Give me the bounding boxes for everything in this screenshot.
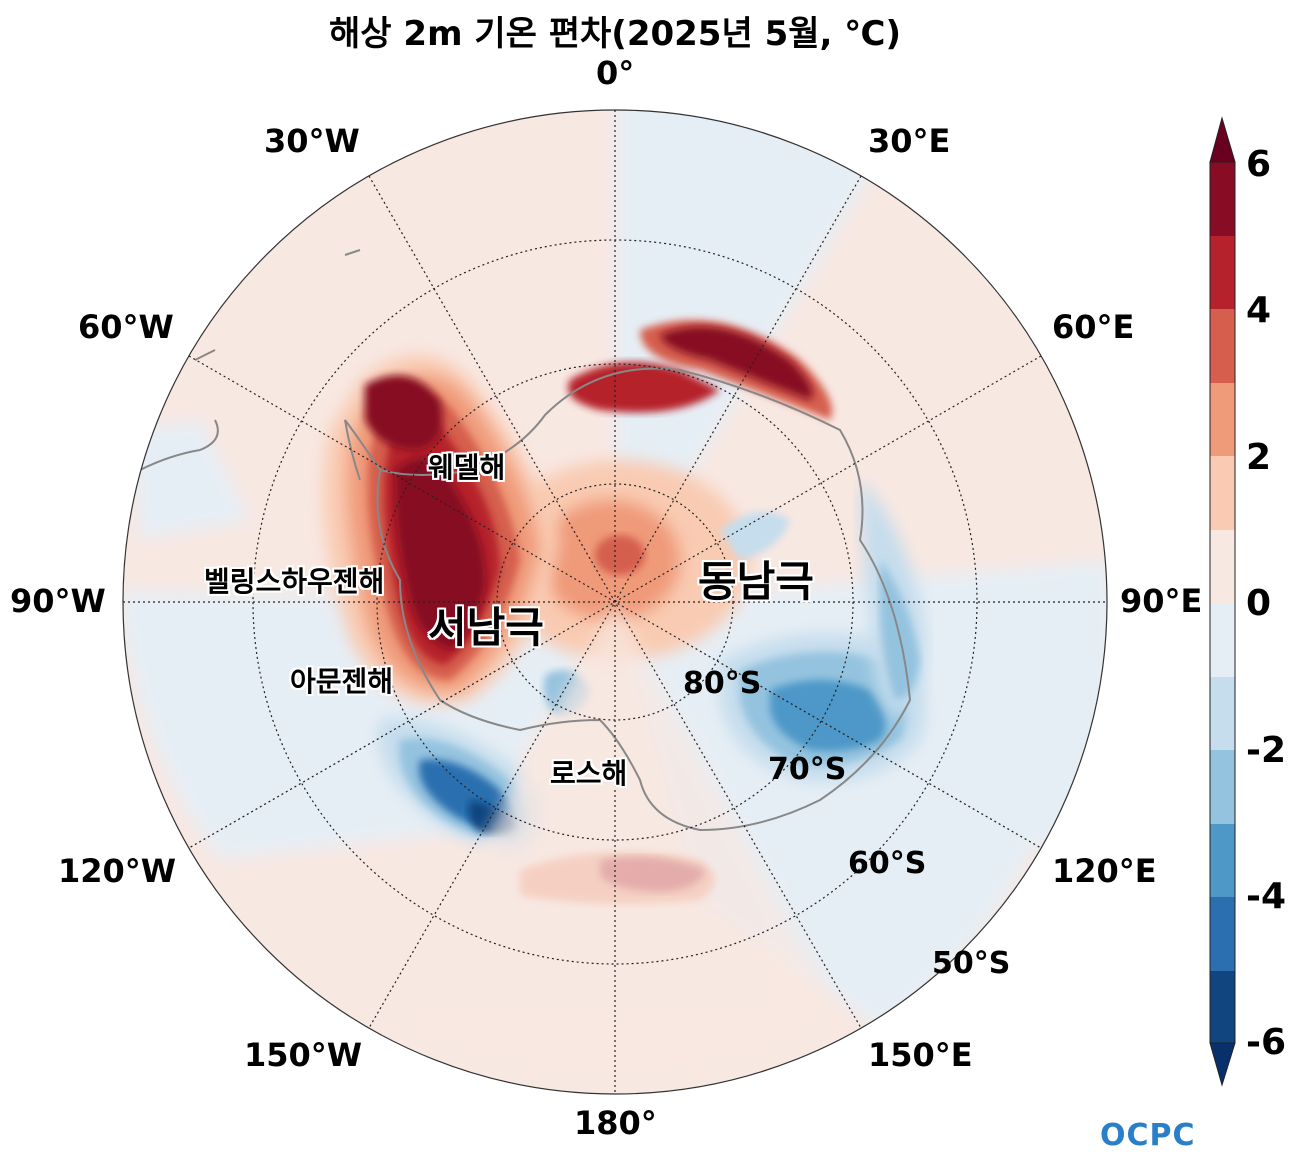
map-frame <box>122 109 1108 1095</box>
colorbar-tick-minus6: -6 <box>1246 1022 1286 1063</box>
lon-label-30w: 30°W <box>264 122 360 160</box>
lon-label-60e: 60°E <box>1052 308 1135 346</box>
lon-label-90w: 90°W <box>10 582 106 620</box>
region-ross-sea: 로스해 <box>550 757 628 790</box>
lat-label-80s: 80°S <box>683 666 762 701</box>
region-amundsen-sea: 아문젠해 <box>290 665 394 698</box>
lon-label-150e: 150°E <box>868 1036 973 1074</box>
graticule <box>123 110 1107 1094</box>
colorbar-tick-minus2: -2 <box>1246 730 1286 771</box>
map-title: 해상 2m 기온 편차(2025년 5월, ℃) <box>329 14 901 54</box>
colorbar <box>1209 116 1236 1087</box>
lon-label-60w: 60°W <box>78 308 174 346</box>
lon-label-150w: 150°W <box>244 1036 363 1074</box>
lon-label-0: 0° <box>596 54 635 92</box>
lat-label-60s: 60°S <box>848 846 927 881</box>
region-bellingshausen-sea: 벨링스하우젠해 <box>204 565 385 598</box>
lon-label-180: 180° <box>574 1104 657 1142</box>
colorbar-tick-4: 4 <box>1246 290 1272 331</box>
colorbar-tick-6: 6 <box>1246 144 1272 185</box>
region-west-antarctica: 서남극 <box>428 603 544 652</box>
lon-label-90e: 90°E <box>1120 582 1203 620</box>
lon-label-30e: 30°E <box>868 122 951 160</box>
colorbar-tick-0: 0 <box>1246 583 1272 624</box>
colorbar-tick-minus4: -4 <box>1246 876 1286 917</box>
ocpc-logo: OCPC <box>1100 1118 1196 1153</box>
lon-label-120w: 120°W <box>58 852 177 890</box>
region-east-antarctica: 동남극 <box>698 557 814 606</box>
region-weddell-sea: 웨델해 <box>428 451 506 484</box>
lat-label-50s: 50°S <box>932 946 1011 981</box>
lat-label-70s: 70°S <box>768 752 847 787</box>
colorbar-tick-2: 2 <box>1246 437 1272 478</box>
lon-label-120e: 120°E <box>1052 852 1157 890</box>
